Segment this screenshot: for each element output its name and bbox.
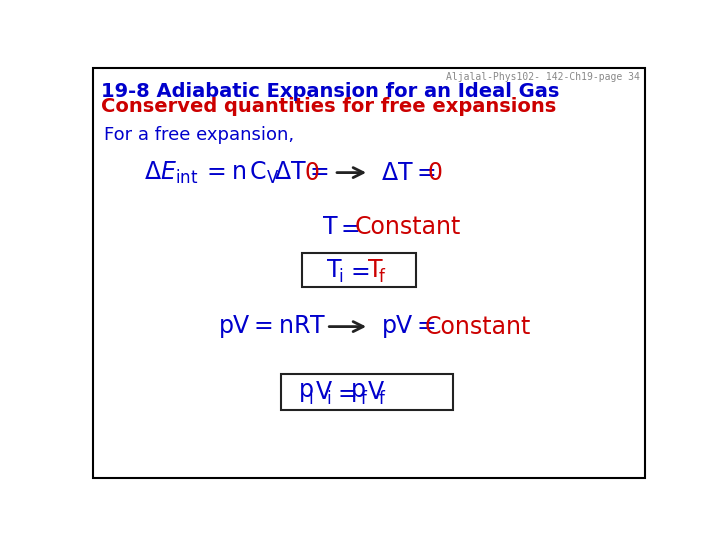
Text: $\mathrm{i}$: $\mathrm{i}$ (325, 390, 330, 408)
Text: $\mathrm{0}$: $\mathrm{0}$ (304, 160, 319, 185)
Text: $\mathrm{f}$: $\mathrm{f}$ (378, 268, 387, 286)
Text: Constant: Constant (425, 315, 531, 339)
Text: $\mathrm{f}$: $\mathrm{f}$ (361, 390, 369, 408)
Text: $= \mathrm{n\,C_V\!\Delta T =}$: $= \mathrm{n\,C_V\!\Delta T =}$ (202, 159, 330, 186)
Text: $\mathrm{pV = nRT}$: $\mathrm{pV = nRT}$ (218, 313, 326, 340)
Text: $\mathrm{i}$: $\mathrm{i}$ (338, 268, 343, 286)
Text: Constant: Constant (355, 214, 462, 239)
Text: For a free expansion,: For a free expansion, (104, 126, 294, 144)
Text: $\Delta\mathrm{T} =$: $\Delta\mathrm{T} =$ (381, 160, 435, 185)
Text: Conserved quantities for free expansions: Conserved quantities for free expansions (101, 97, 556, 116)
Text: 19-8 Adiabatic Expansion for an Ideal Gas: 19-8 Adiabatic Expansion for an Ideal Ga… (101, 82, 559, 101)
Text: Aljalal-Phys102- 142-Ch19-page 34: Aljalal-Phys102- 142-Ch19-page 34 (446, 72, 640, 83)
Text: $\mathrm{V}$: $\mathrm{V}$ (315, 380, 333, 404)
Text: $\mathrm{V}$: $\mathrm{V}$ (367, 380, 385, 404)
Text: $\mathrm{f}$: $\mathrm{f}$ (378, 390, 387, 408)
Text: $\mathrm{p}$: $\mathrm{p}$ (297, 380, 313, 404)
Text: $\mathrm{= }$: $\mathrm{= }$ (336, 214, 360, 239)
Text: $\mathrm{T}$: $\mathrm{T}$ (326, 258, 343, 282)
Text: $\Delta E_{\mathrm{int}}$: $\Delta E_{\mathrm{int}}$ (144, 159, 199, 186)
Text: $\mathrm{pV = }$: $\mathrm{pV = }$ (381, 313, 436, 340)
Text: $\mathrm{=}$: $\mathrm{=}$ (333, 380, 356, 404)
Text: $\mathrm{T}$: $\mathrm{T}$ (323, 214, 339, 239)
Text: $\mathrm{T}$: $\mathrm{T}$ (367, 258, 384, 282)
Text: $\mathrm{= }$: $\mathrm{= }$ (346, 258, 369, 282)
Text: $\mathrm{p}$: $\mathrm{p}$ (351, 380, 366, 404)
Text: $\mathrm{0}$: $\mathrm{0}$ (427, 160, 443, 185)
Text: $\mathrm{i}$: $\mathrm{i}$ (307, 390, 313, 408)
